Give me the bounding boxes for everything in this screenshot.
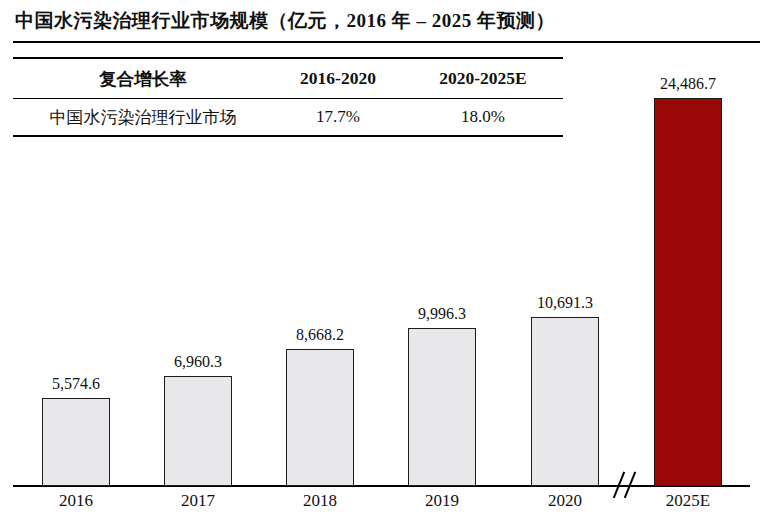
bar-2016 — [42, 398, 110, 486]
bar-value-2019: 9,996.3 — [372, 305, 512, 323]
bar-2017 — [164, 376, 232, 486]
x-axis-line — [13, 485, 750, 487]
bar-value-2016: 5,574.6 — [6, 375, 146, 393]
x-label-2017: 2017 — [128, 491, 268, 511]
cagr-table: 复合增长率 2016-2020 2020-2025E 中国水污染治理行业市场 1… — [13, 57, 563, 137]
cagr-table-data-row: 中国水污染治理行业市场 17.7% 18.0% — [13, 99, 563, 135]
market-size-report: 中国水污染治理行业市场规模（亿元，2016 年 – 2025 年预测） 复合增长… — [0, 0, 774, 526]
bar-2019 — [408, 328, 476, 486]
cagr-header-2016-2020: 2016-2020 — [273, 68, 403, 89]
page-title: 中国水污染治理行业市场规模（亿元，2016 年 – 2025 年预测） — [15, 8, 760, 34]
x-label-2019: 2019 — [372, 491, 512, 511]
bar-2025E — [654, 98, 722, 486]
x-label-2025E: 2025E — [618, 491, 758, 511]
bar-2018 — [286, 349, 354, 486]
cagr-value-2020-2025e: 18.0% — [403, 107, 563, 127]
x-label-2020: 2020 — [495, 491, 635, 511]
x-label-2018: 2018 — [250, 491, 390, 511]
cagr-value-2016-2020: 17.7% — [273, 107, 403, 127]
cagr-header-metric: 复合增长率 — [13, 67, 273, 91]
cagr-table-header-row: 复合增长率 2016-2020 2020-2025E — [13, 59, 563, 99]
x-label-2016: 2016 — [6, 491, 146, 511]
bar-value-2025E: 24,486.7 — [618, 75, 758, 93]
cagr-row-label: 中国水污染治理行业市场 — [13, 106, 273, 129]
cagr-header-2020-2025e: 2020-2025E — [403, 68, 563, 89]
bar-value-2018: 8,668.2 — [250, 326, 390, 344]
bar-2020 — [531, 317, 599, 486]
bar-value-2020: 10,691.3 — [495, 294, 635, 312]
bar-value-2017: 6,960.3 — [128, 353, 268, 371]
title-divider — [13, 41, 760, 43]
